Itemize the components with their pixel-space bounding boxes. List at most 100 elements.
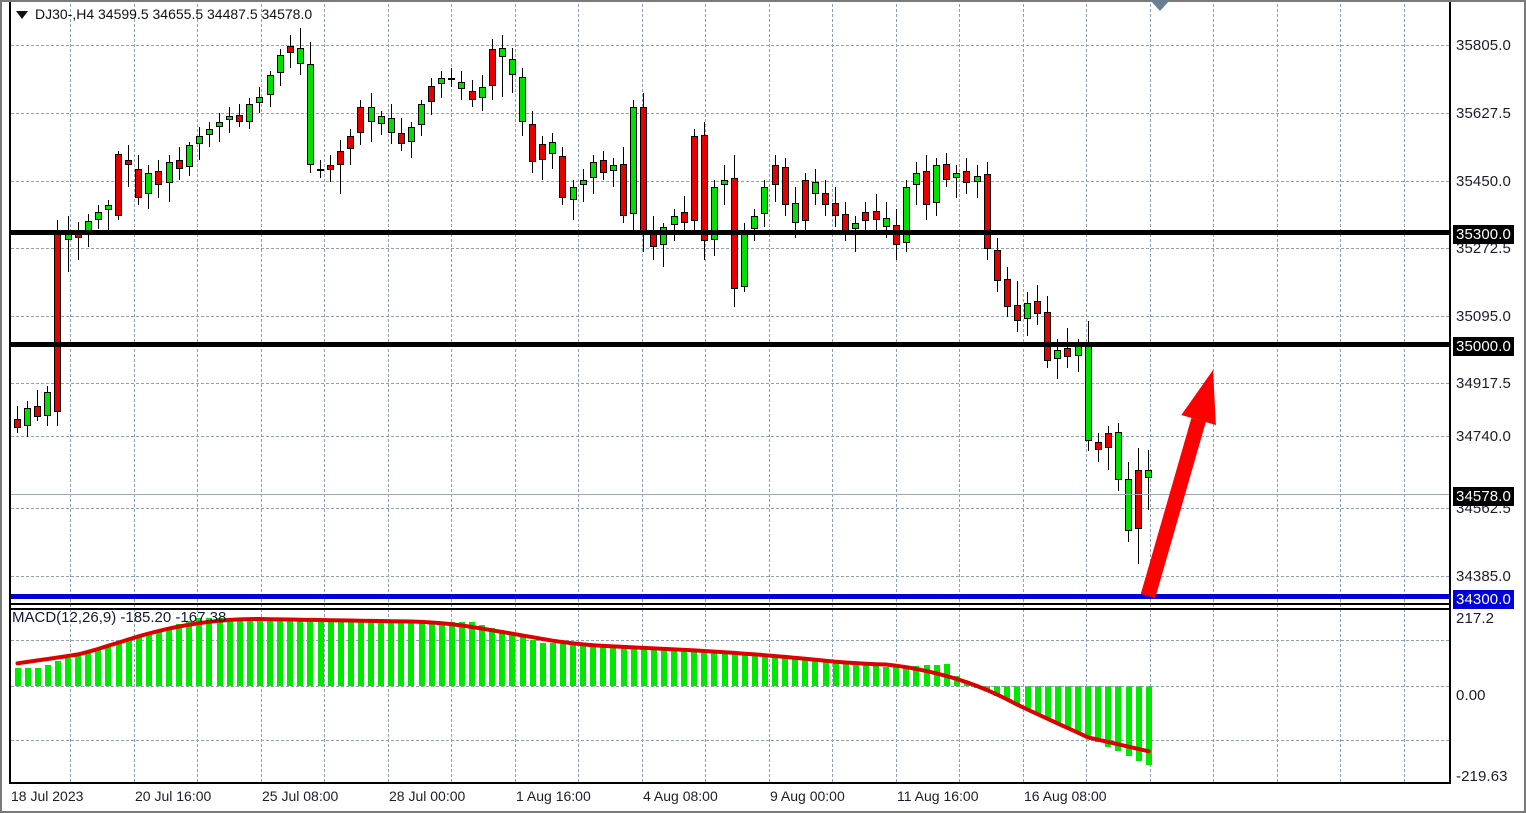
candlestick[interactable] — [943, 152, 951, 188]
candlestick[interactable] — [195, 127, 203, 160]
candlestick[interactable] — [135, 154, 143, 206]
candlestick[interactable] — [1044, 295, 1052, 369]
candlestick[interactable] — [24, 400, 32, 437]
candlestick[interactable] — [266, 71, 274, 108]
candlestick[interactable] — [94, 205, 102, 229]
candlestick[interactable] — [710, 179, 718, 256]
candlestick[interactable] — [811, 168, 819, 206]
candlestick[interactable] — [64, 216, 72, 273]
candlestick[interactable] — [973, 165, 981, 198]
candlestick[interactable] — [822, 179, 829, 217]
candlestick[interactable] — [700, 121, 708, 260]
candlestick[interactable] — [14, 406, 21, 434]
candlestick[interactable] — [104, 199, 112, 235]
candlestick[interactable] — [1013, 281, 1021, 332]
candlestick[interactable] — [751, 208, 759, 242]
candlestick[interactable] — [923, 154, 930, 220]
resistance-level-line[interactable] — [11, 230, 1449, 235]
candlestick[interactable] — [155, 159, 163, 198]
candlestick[interactable] — [367, 92, 375, 142]
candlestick[interactable] — [539, 136, 547, 180]
support-level-line[interactable] — [11, 342, 1449, 347]
candlestick[interactable] — [306, 42, 314, 173]
candlestick[interactable] — [165, 154, 173, 202]
candlestick[interactable] — [832, 187, 840, 227]
candlestick[interactable] — [498, 34, 506, 97]
candlestick[interactable] — [549, 132, 557, 169]
candlestick[interactable] — [862, 201, 870, 235]
triangle-down-icon[interactable] — [16, 11, 28, 20]
candlestick[interactable] — [115, 150, 122, 220]
candlestick[interactable] — [519, 67, 526, 137]
candlestick[interactable] — [175, 147, 183, 180]
candlestick[interactable] — [276, 49, 284, 86]
candlestick[interactable] — [569, 179, 577, 220]
candlestick[interactable] — [721, 165, 728, 206]
candlestick[interactable] — [125, 145, 133, 188]
candlestick[interactable] — [1034, 284, 1042, 325]
candlestick[interactable] — [953, 165, 961, 198]
order-level-line[interactable] — [11, 594, 1449, 599]
candlestick[interactable] — [1054, 339, 1062, 380]
candlestick[interactable] — [1084, 321, 1092, 452]
candlestick[interactable] — [468, 80, 476, 108]
candlestick[interactable] — [912, 161, 920, 206]
candlestick[interactable] — [640, 92, 648, 253]
candlestick[interactable] — [44, 386, 52, 427]
candlestick[interactable] — [872, 194, 880, 231]
candlestick[interactable] — [256, 87, 264, 113]
candlestick[interactable] — [680, 196, 688, 233]
candlestick[interactable] — [1145, 449, 1153, 511]
candlestick[interactable] — [630, 100, 638, 231]
candlestick[interactable] — [1125, 462, 1132, 543]
candlestick[interactable] — [1104, 426, 1112, 470]
candlestick[interactable] — [761, 179, 769, 227]
candlestick[interactable] — [185, 141, 193, 177]
candlestick[interactable] — [771, 154, 779, 202]
candlestick[interactable] — [1135, 447, 1143, 564]
candlestick[interactable] — [347, 129, 355, 166]
candlestick[interactable] — [145, 165, 153, 209]
candlestick[interactable] — [74, 221, 82, 260]
candlestick[interactable] — [377, 111, 385, 135]
candlestick[interactable] — [963, 158, 971, 195]
candlestick[interactable] — [418, 100, 425, 137]
candlestick[interactable] — [216, 112, 223, 142]
candlestick[interactable] — [791, 187, 799, 238]
candlestick[interactable] — [781, 158, 789, 217]
candlestick[interactable] — [609, 158, 617, 188]
candlestick[interactable] — [236, 103, 244, 128]
candlestick[interactable] — [902, 179, 910, 253]
candlestick[interactable] — [933, 158, 941, 217]
candlestick[interactable] — [579, 168, 587, 202]
candlestick[interactable] — [34, 389, 42, 421]
candlestick[interactable] — [428, 78, 436, 115]
candlestick[interactable] — [882, 201, 890, 238]
candlestick[interactable] — [337, 140, 345, 195]
candlestick[interactable] — [407, 121, 415, 159]
candlestick[interactable] — [650, 216, 658, 260]
candlestick[interactable] — [1003, 266, 1011, 318]
candlestick[interactable] — [660, 223, 668, 267]
candlestick[interactable] — [599, 150, 607, 180]
candlestick[interactable] — [226, 107, 234, 133]
candlestick[interactable] — [317, 159, 324, 179]
symbol-header[interactable]: DJ30-,H4 34599.5 34655.5 34487.5 34578.0 — [16, 6, 312, 22]
candlestick[interactable] — [397, 118, 405, 151]
candlestick[interactable] — [438, 71, 446, 99]
candlestick[interactable] — [458, 71, 466, 101]
candlestick[interactable] — [327, 154, 335, 182]
candlestick[interactable] — [286, 34, 294, 68]
candlestick[interactable] — [1114, 422, 1122, 492]
candlestick[interactable] — [508, 47, 516, 93]
candlestick[interactable] — [205, 121, 213, 148]
candlestick[interactable] — [842, 201, 850, 242]
candlestick[interactable] — [478, 74, 486, 112]
candlestick[interactable] — [670, 208, 678, 242]
candlestick[interactable] — [246, 98, 254, 130]
candlestick[interactable] — [488, 38, 496, 101]
candlestick[interactable] — [387, 103, 395, 144]
candlestick[interactable] — [801, 172, 809, 231]
candlestick[interactable] — [1094, 433, 1102, 463]
